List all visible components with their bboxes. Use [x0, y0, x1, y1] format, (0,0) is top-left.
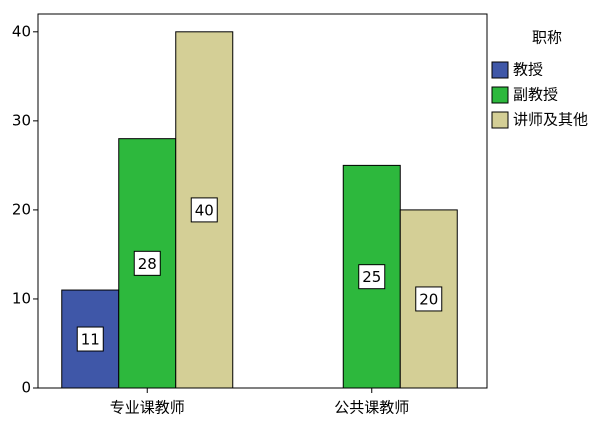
- value-label: 28: [138, 255, 157, 273]
- legend-label: 教授: [513, 61, 543, 79]
- value-label: 11: [81, 331, 100, 349]
- legend-label: 副教授: [513, 86, 558, 104]
- value-label-box: [190, 197, 218, 223]
- legend-swatch: [491, 86, 509, 104]
- x-tick-label: 公共课教师: [334, 399, 409, 417]
- legend-label: 讲师及其他: [513, 111, 588, 129]
- value-label: 40: [195, 201, 214, 219]
- y-tick-label: 10: [12, 289, 31, 307]
- plot-frame: [37, 13, 488, 389]
- value-label: 25: [362, 268, 381, 286]
- y-tick-label: 20: [12, 200, 31, 218]
- value-label: 20: [419, 290, 438, 308]
- y-tick-label: 0: [21, 379, 31, 397]
- y-tick-label: 30: [12, 111, 31, 129]
- legend-swatch: [491, 111, 509, 129]
- value-label-box: [76, 326, 104, 352]
- legend-swatch: [491, 61, 509, 79]
- legend-title: 职称: [532, 29, 562, 47]
- y-tick-label: 40: [12, 22, 31, 40]
- value-label-box: [415, 286, 443, 312]
- x-tick-label: 专业课教师: [110, 399, 185, 417]
- value-label-box: [358, 264, 386, 290]
- value-label-box: [133, 250, 161, 276]
